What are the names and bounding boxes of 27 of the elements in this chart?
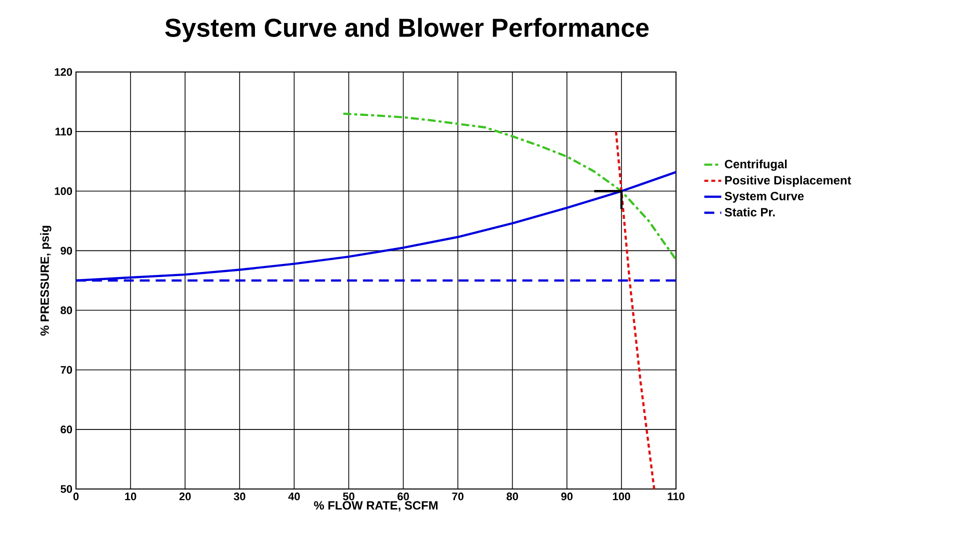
x-tick-label: 40 [288, 492, 300, 500]
x-tick-label: 110 [668, 492, 684, 500]
x-tick-label: 60 [398, 492, 409, 500]
x-tick-label: 70 [452, 492, 464, 500]
y-tick-label: 80 [60, 306, 72, 314]
y-tick-label: 70 [60, 366, 72, 374]
x-tick-label: 100 [613, 492, 630, 500]
x-tick-label: 30 [234, 492, 246, 500]
x-tick-label: 50 [342, 492, 354, 500]
legend-label: System Curve [724, 192, 804, 203]
legend-label: Static Pr. [724, 208, 775, 216]
y-axis-title: % PRESSURE, psig [40, 226, 52, 336]
x-tick-label: 20 [179, 492, 191, 500]
chart-title: System Curve and Blower Performance [165, 18, 649, 42]
x-tick-label: 0 [73, 492, 79, 500]
y-tick-label: 60 [60, 426, 72, 434]
x-tick-label: 10 [125, 492, 136, 500]
x-tick-label: 80 [506, 492, 518, 500]
y-tick-label: 50 [60, 485, 72, 493]
y-tick-label: 110 [55, 128, 72, 136]
y-tick-label: 100 [54, 187, 72, 196]
y-tick-label: 90 [60, 246, 72, 255]
x-tick-label: 90 [561, 492, 573, 500]
x-axis-title: % FLOW RATE, SCFM [314, 501, 438, 512]
y-tick-label: 120 [54, 68, 72, 76]
legend-label: Centrifugal [724, 160, 787, 171]
legend-label: Positive Displacement [725, 176, 852, 187]
